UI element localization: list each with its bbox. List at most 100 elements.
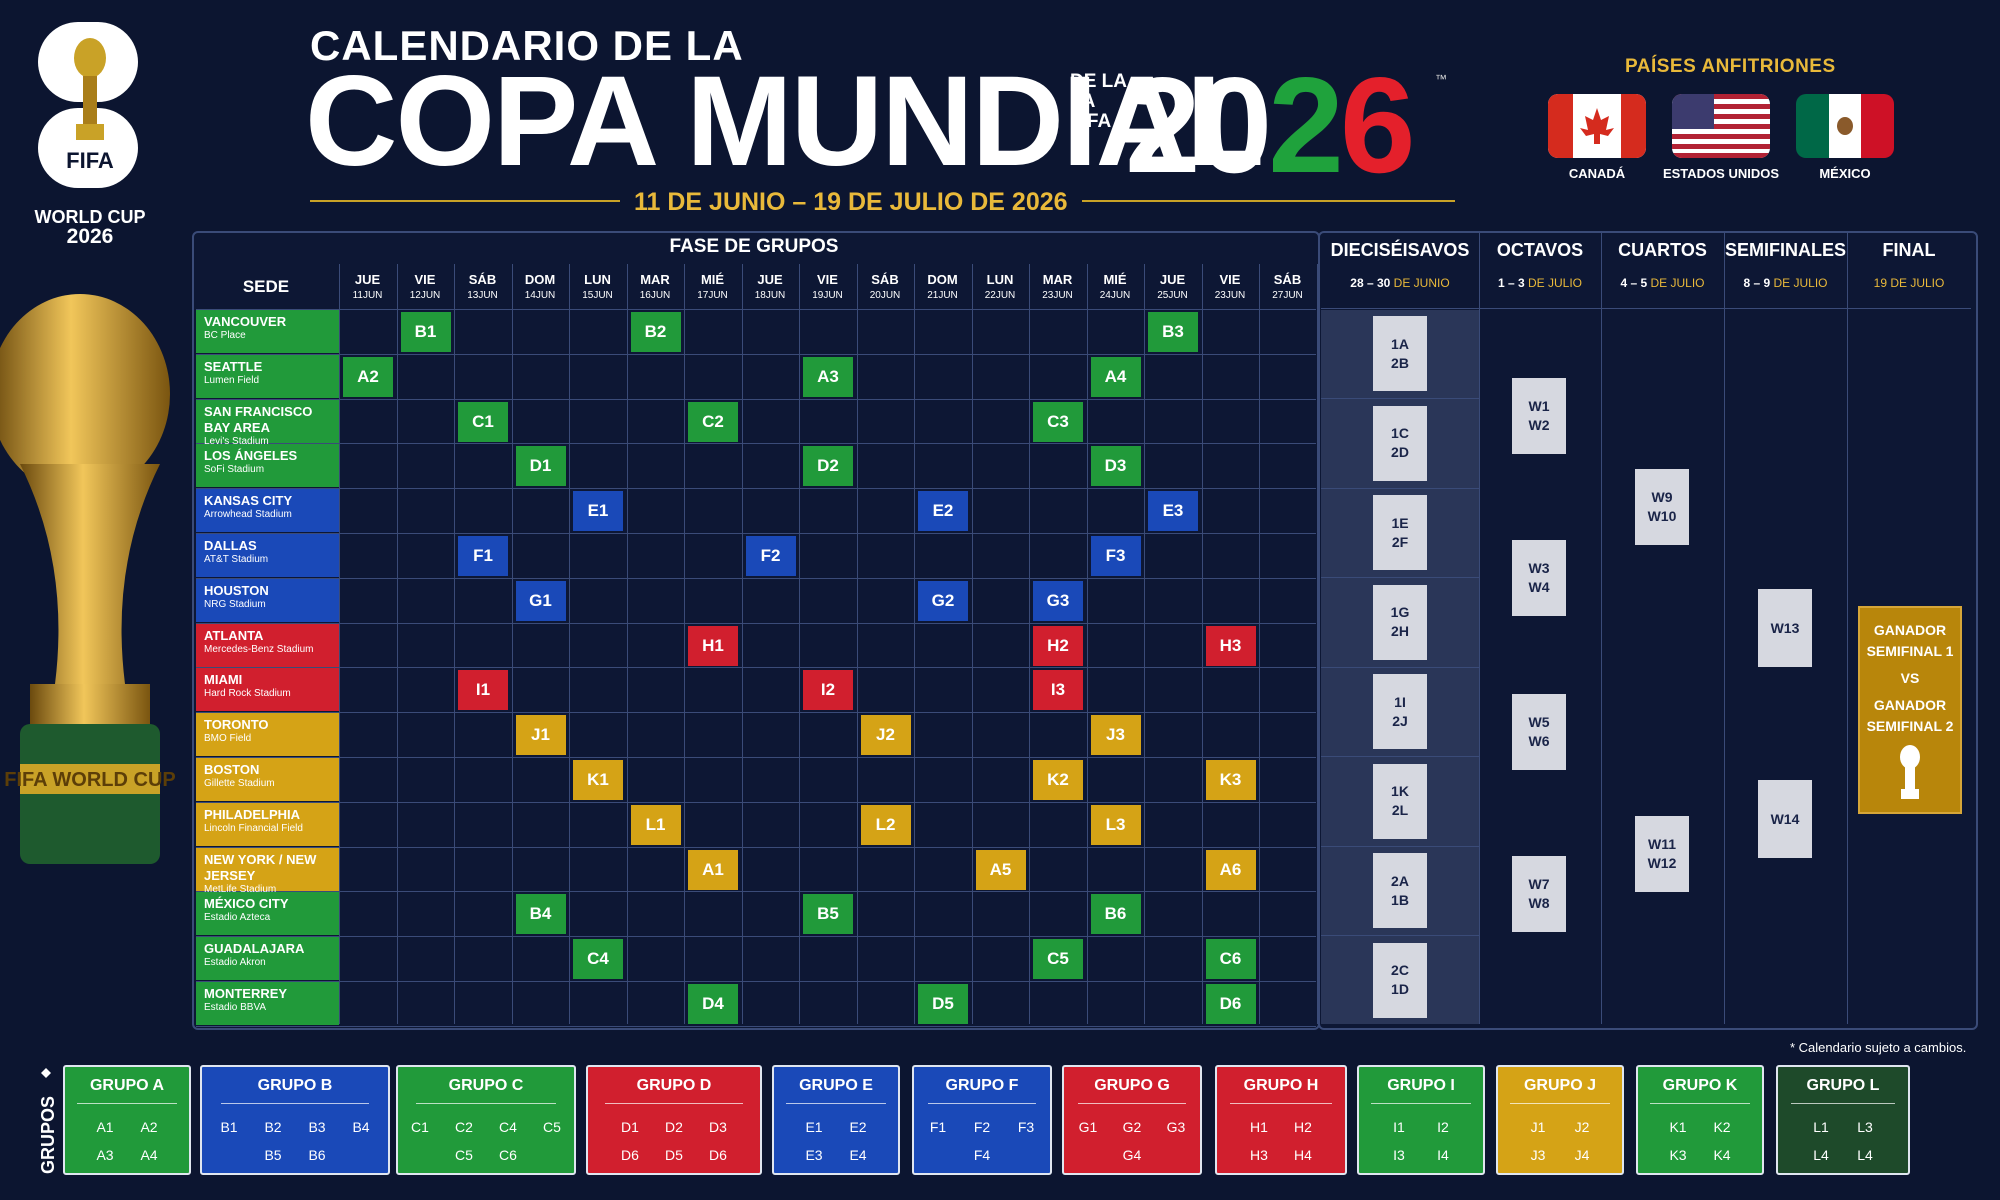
grid-row-line bbox=[196, 398, 1316, 400]
venue-cell: MONTERREY Estadio BBVA bbox=[196, 982, 339, 1025]
round-of-32-divider bbox=[1321, 398, 1479, 399]
group-teams: H1 H2 H3 H4 bbox=[1217, 1113, 1345, 1169]
match-cell: C5 bbox=[1033, 939, 1083, 980]
group-team: K1 bbox=[1669, 1119, 1687, 1135]
grid-column-line bbox=[569, 264, 570, 1024]
group-title: GRUPO J bbox=[1523, 1077, 1596, 1094]
grid-column-line bbox=[971, 264, 973, 1024]
match-cell: A6 bbox=[1205, 849, 1256, 890]
group-box: GRUPO D D1 D2 D3 D6 D5 D6 bbox=[586, 1065, 762, 1175]
group-team: C6 bbox=[499, 1147, 517, 1163]
venue-name: NEW YORK / NEW JERSEY bbox=[204, 851, 317, 883]
grid-column-line bbox=[1086, 264, 1088, 1024]
group-title: GRUPO K bbox=[1662, 1077, 1738, 1094]
group-team: D6 bbox=[621, 1147, 639, 1163]
group-teams: G1 G2 G3 G4 bbox=[1064, 1113, 1200, 1169]
group-team: D6 bbox=[709, 1147, 727, 1163]
knockout-column-line bbox=[1847, 233, 1848, 1024]
venue-name: DALLAS bbox=[204, 538, 257, 553]
logo-world-cup-text: WORLD CUP 2026 bbox=[34, 207, 146, 248]
venue-name: MÉXICO CITY bbox=[204, 896, 289, 912]
schedule-note: * Calendario sujeto a cambios. bbox=[1790, 1040, 1967, 1055]
title-fifa-small: DE LA LA FIFA bbox=[1070, 71, 1127, 132]
round-of-32-divider bbox=[1321, 845, 1479, 847]
venue-cell: VANCOUVER BC Place bbox=[196, 310, 339, 353]
stadium-name: BC Place bbox=[204, 330, 246, 341]
grid-row-line bbox=[196, 891, 1316, 893]
group-team: B6 bbox=[308, 1147, 326, 1163]
group-team: C2 bbox=[455, 1119, 473, 1135]
round-of-32-match: 1A 2B bbox=[1373, 316, 1427, 391]
group-team: A3 bbox=[96, 1147, 114, 1163]
match-cell: A5 bbox=[975, 849, 1026, 890]
round-of-32-match: 1G 2H bbox=[1373, 584, 1427, 660]
grid-column-line bbox=[856, 264, 858, 1024]
final-trophy-icon bbox=[1900, 745, 1920, 799]
match-cell: E1 bbox=[573, 491, 623, 532]
match-cell: J3 bbox=[1090, 715, 1141, 756]
quarterfinal-match: W9 W10 bbox=[1635, 469, 1689, 545]
grid-column-line bbox=[1316, 264, 1318, 1024]
venue-cell: PHILADELPHIA Lincoln Financial Field bbox=[196, 802, 339, 846]
match-cell: A1 bbox=[688, 849, 738, 890]
round-of-32-divider bbox=[1321, 666, 1479, 668]
group-team: B3 bbox=[308, 1119, 326, 1135]
day-header: DOM 14JUN bbox=[524, 272, 556, 301]
group-team: B4 bbox=[352, 1119, 370, 1135]
venue-name: VANCOUVER bbox=[204, 314, 287, 329]
grid-column-line bbox=[396, 264, 398, 1024]
group-box: GRUPO J J1 J2 J3 J4 bbox=[1496, 1065, 1624, 1175]
group-stage-title: FASE DE GRUPOS bbox=[669, 236, 839, 257]
venue-name: SEATTLE bbox=[204, 358, 263, 374]
final-match-box: GANADOR SEMIFINAL 1 VS GANADOR SEMIFINAL… bbox=[1858, 606, 1962, 814]
venue-name: GUADALAJARA bbox=[204, 941, 305, 957]
group-team: L1 bbox=[1813, 1119, 1829, 1135]
match-cell: D3 bbox=[1090, 446, 1141, 487]
venue-name: TORONTO bbox=[204, 717, 269, 733]
group-team: J1 bbox=[1530, 1119, 1546, 1135]
match-cell: G1 bbox=[515, 580, 566, 621]
match-cell: B2 bbox=[630, 312, 681, 352]
match-cell: B5 bbox=[803, 894, 853, 935]
day-header: LUN 15JUN bbox=[582, 272, 613, 301]
trophy-base-text: FIFA WORLD CUP bbox=[4, 769, 175, 791]
tournament-dates: 11 DE JUNIO – 19 DE JULIO DE 2026 bbox=[620, 188, 1082, 217]
group-team: H4 bbox=[1294, 1147, 1312, 1163]
match-cell: C2 bbox=[688, 401, 738, 442]
group-team: I3 bbox=[1393, 1147, 1405, 1163]
group-teams: C1 C2 C4 C5 C5 C6 bbox=[398, 1113, 574, 1169]
match-cell: C4 bbox=[573, 939, 623, 980]
group-box: GRUPO K K1 K2 K3 K4 bbox=[1636, 1065, 1764, 1175]
venue-column-header: SEDE bbox=[242, 277, 290, 296]
day-header: SÁB 20JUN bbox=[869, 272, 901, 301]
group-team: J4 bbox=[1574, 1147, 1590, 1163]
venue-cell: TORONTO BMO Field bbox=[196, 713, 339, 757]
grid-column-line bbox=[1201, 264, 1203, 1024]
day-header: JUE 18JUN bbox=[754, 272, 786, 301]
venue-cell: SAN FRANCISCO BAY AREA Levi's Stadium bbox=[196, 399, 339, 447]
match-cell: C3 bbox=[1033, 401, 1083, 442]
match-cell: D1 bbox=[515, 446, 566, 487]
stadium-name: BMO Field bbox=[204, 733, 252, 745]
knockout-round-dates: 4 – 5 DE JULIO bbox=[1620, 276, 1705, 290]
venue-cell: KANSAS CITY Arrowhead Stadium bbox=[196, 489, 339, 533]
grid-row-line bbox=[196, 443, 1316, 445]
group-box: GRUPO B B1 B2 B3 B4 B5 B6 bbox=[200, 1065, 390, 1175]
knockout-round-header: DIECISÉISAVOS bbox=[1330, 240, 1470, 260]
round-of-32-match: 2C 1D bbox=[1373, 942, 1427, 1018]
round-of-32-match: 1K 2L bbox=[1373, 763, 1427, 839]
grid-row-line bbox=[196, 1025, 1316, 1027]
grid-column-line bbox=[1144, 264, 1145, 1024]
group-team: H2 bbox=[1294, 1119, 1312, 1135]
stadium-name: SoFi Stadium bbox=[204, 464, 265, 476]
group-box: GRUPO I I1 I2 I3 I4 bbox=[1357, 1065, 1485, 1175]
venue-cell: MIAMI Hard Rock Stadium bbox=[196, 668, 339, 712]
match-cell: C1 bbox=[458, 401, 508, 442]
group-team: H1 bbox=[1250, 1119, 1268, 1135]
groups-diamond-icon bbox=[41, 1068, 51, 1078]
grid-column-line bbox=[1029, 264, 1030, 1024]
group-team: G2 bbox=[1122, 1119, 1142, 1135]
grid-row-line bbox=[196, 353, 1316, 355]
group-team: H3 bbox=[1250, 1147, 1268, 1163]
group-team: E2 bbox=[849, 1119, 867, 1135]
